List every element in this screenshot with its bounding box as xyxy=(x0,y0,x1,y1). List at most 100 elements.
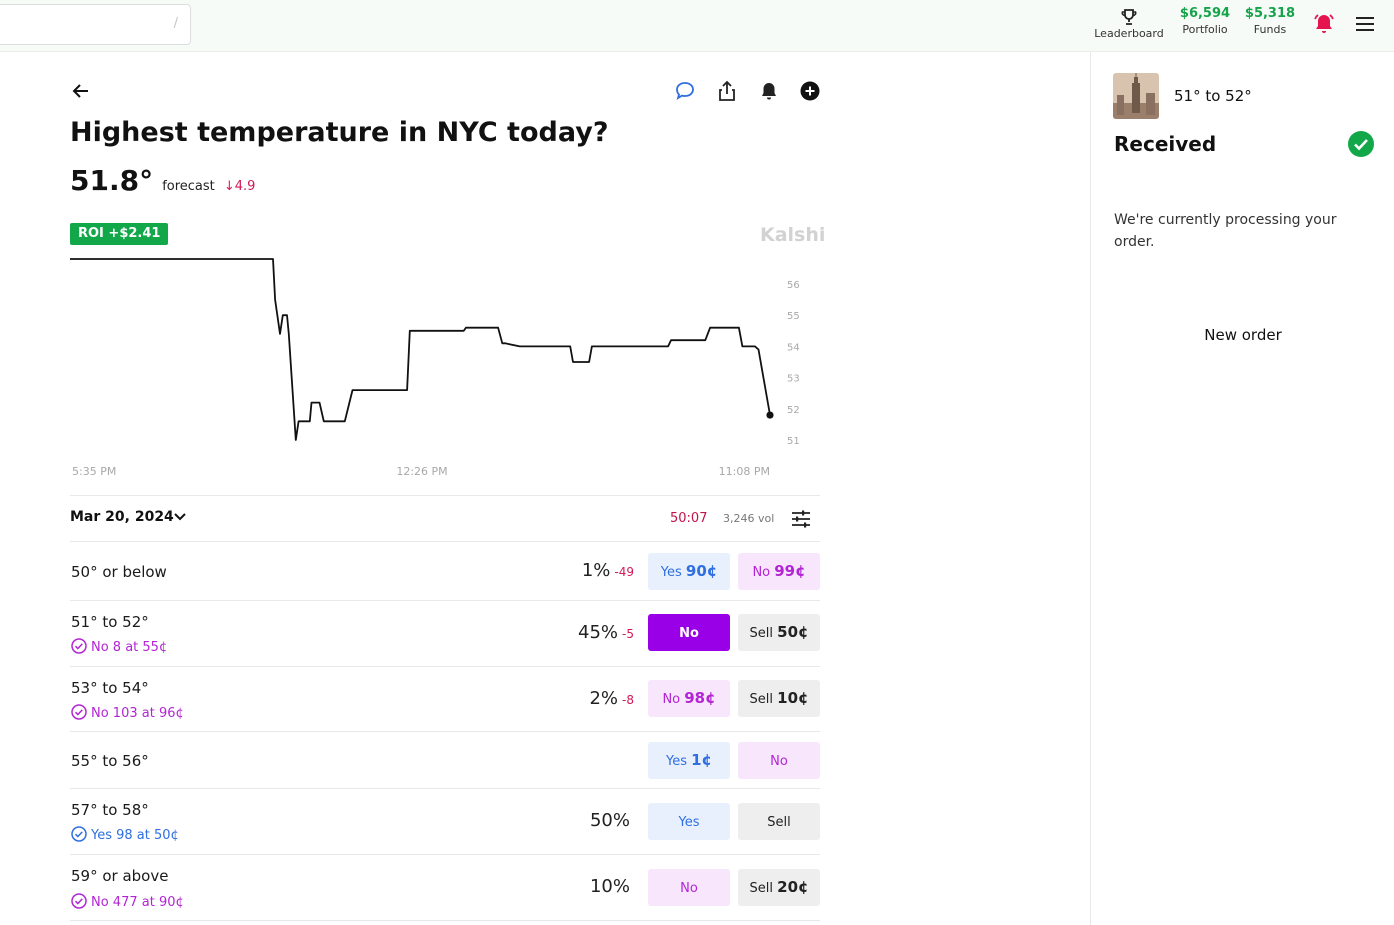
processing-message: We're currently processing your order. xyxy=(1114,212,1337,250)
check-circle-icon xyxy=(71,893,87,909)
buy-yes-button[interactable]: Yes 1¢ xyxy=(648,742,730,779)
series-line xyxy=(70,258,771,441)
y-tick-label: 51 xyxy=(787,436,800,447)
sliders-icon[interactable] xyxy=(791,510,811,528)
comment-icon xyxy=(676,82,694,100)
buy-yes-button[interactable]: Yes xyxy=(648,803,730,840)
outcome-row: 57° to 58° Yes 98 at 50¢ 50% Yes Sell xyxy=(70,789,820,854)
market-title: Highest temperature in NYC today? xyxy=(70,117,609,148)
buy-yes-button[interactable]: Yes 90¢ xyxy=(648,553,730,590)
check-circle-icon xyxy=(71,638,87,654)
buy-no-button[interactable]: No 99¢ xyxy=(738,553,820,590)
buy-no-button[interactable]: No 98¢ xyxy=(648,680,730,717)
comments-button[interactable] xyxy=(674,80,696,102)
leaderboard-label: Leaderboard xyxy=(1094,27,1164,40)
bell-icon xyxy=(1314,14,1334,33)
divider xyxy=(70,788,820,789)
check-circle-icon xyxy=(71,826,87,842)
forecast-delta: ↓4.9 xyxy=(223,179,256,194)
divider xyxy=(70,731,820,732)
share-button[interactable] xyxy=(716,80,738,102)
portfolio-label: Portfolio xyxy=(1182,23,1228,36)
top-bar: / Leaderboard $6,594 Portfolio $5,318 Fu… xyxy=(0,0,1394,52)
outcome-probability: 1% -49 xyxy=(581,560,634,581)
market-thumbnail xyxy=(1113,73,1159,119)
outcome-probability: 50% xyxy=(589,810,630,831)
outcome-probability: 45% -5 xyxy=(578,622,634,643)
share-icon xyxy=(719,80,735,101)
position-label: Yes 98 at 50¢ xyxy=(71,826,179,843)
date-selector[interactable]: Mar 20, 2024 xyxy=(70,509,174,525)
funds-value: $5,318 xyxy=(1244,6,1296,21)
alert-button[interactable] xyxy=(758,80,780,102)
arrow-left-icon xyxy=(72,84,88,98)
bell-icon xyxy=(762,83,776,100)
add-icon xyxy=(800,81,820,101)
menu-button[interactable] xyxy=(1355,16,1375,36)
brand-watermark: Kalshi xyxy=(760,224,826,246)
menu-icon xyxy=(1356,17,1374,31)
forecast-label: forecast xyxy=(162,179,215,194)
order-status: Received xyxy=(1114,132,1217,156)
add-button[interactable] xyxy=(799,80,821,102)
check-circle-icon xyxy=(71,704,87,720)
date-row: Mar 20, 2024 50:07 3,246 vol xyxy=(70,496,820,541)
outcome-probability: 10% xyxy=(589,876,630,897)
divider xyxy=(70,920,820,921)
outcome-name: 51° to 52° xyxy=(71,613,149,631)
volume: 3,246 vol xyxy=(723,512,775,525)
funds-label: Funds xyxy=(1253,23,1287,36)
divider xyxy=(70,666,820,667)
y-tick-label: 55 xyxy=(787,311,800,322)
leaderboard-link[interactable]: Leaderboard xyxy=(1094,6,1164,40)
position-label: No 8 at 55¢ xyxy=(71,638,167,655)
outcome-row: 51° to 52° No 8 at 55¢ 45% -5 No Sell 50¢ xyxy=(70,601,820,666)
outcome-name: 57° to 58° xyxy=(71,801,149,819)
search-input[interactable]: / xyxy=(0,4,191,45)
sell-button[interactable]: Sell xyxy=(738,803,820,840)
position-label: No 477 at 90¢ xyxy=(71,893,184,910)
new-order-button[interactable]: New order xyxy=(1204,326,1282,344)
divider xyxy=(70,600,820,601)
x-tick-label: 12:26 PM xyxy=(396,465,447,478)
forecast: 51.8° forecast ↓4.9 xyxy=(70,164,255,197)
y-tick-label: 56 xyxy=(787,280,800,291)
divider xyxy=(70,854,820,855)
sell-button[interactable]: Sell 20¢ xyxy=(738,869,820,906)
search-shortcut-hint: / xyxy=(173,16,178,31)
roi-badge: ROI +$2.41 xyxy=(70,223,169,245)
buy-no-button[interactable]: No xyxy=(648,869,730,906)
position-label: No 103 at 96¢ xyxy=(71,704,184,721)
outcome-name: 53° to 54° xyxy=(71,679,149,697)
order-panel: 51° to 52° Received We're currently proc… xyxy=(1090,52,1394,925)
outcome-row: 59° or above No 477 at 90¢ 10% No Sell 2… xyxy=(70,855,820,920)
buy-no-button[interactable]: No xyxy=(648,614,730,651)
outcome-probability: 2% -8 xyxy=(589,688,634,709)
notifications-button[interactable] xyxy=(1312,12,1336,40)
back-button[interactable] xyxy=(72,82,90,104)
y-tick-label: 53 xyxy=(787,374,800,385)
x-tick-label: 5:35 PM xyxy=(72,465,116,478)
forecast-value: 51.8° xyxy=(70,164,154,197)
countdown: 50:07 xyxy=(670,511,708,526)
last-point xyxy=(766,411,774,419)
chevron-down-icon[interactable] xyxy=(174,512,186,522)
portfolio-link[interactable]: $6,594 Portfolio xyxy=(1177,6,1233,36)
sell-button[interactable]: Sell 50¢ xyxy=(738,614,820,651)
x-tick-label: 11:08 PM xyxy=(719,465,770,478)
sell-button[interactable]: Sell 10¢ xyxy=(738,680,820,717)
outcome-row: 55° to 56° Yes 1¢ No xyxy=(70,732,820,788)
divider xyxy=(70,495,820,496)
divider xyxy=(70,541,820,542)
portfolio-value: $6,594 xyxy=(1179,6,1231,21)
buy-no-button[interactable]: No xyxy=(738,742,820,779)
check-circle-icon xyxy=(1348,131,1374,157)
outcome-row: 53° to 54° No 103 at 96¢ 2% -8 No 98¢ Sel… xyxy=(70,667,820,731)
outcome-name: 55° to 56° xyxy=(71,752,149,770)
funds-link[interactable]: $5,318 Funds xyxy=(1243,6,1297,36)
outcome-name: 59° or above xyxy=(71,867,169,885)
price-chart: 56 55 54 53 52 51 5:35 PM 12:26 PM 11:08 PM xyxy=(70,258,800,478)
trophy-icon xyxy=(1121,9,1137,25)
outcome-name: 50° or below xyxy=(71,563,167,581)
outcome-row: 50° or below 1% -49 Yes 90¢ No 99¢ xyxy=(70,542,820,600)
